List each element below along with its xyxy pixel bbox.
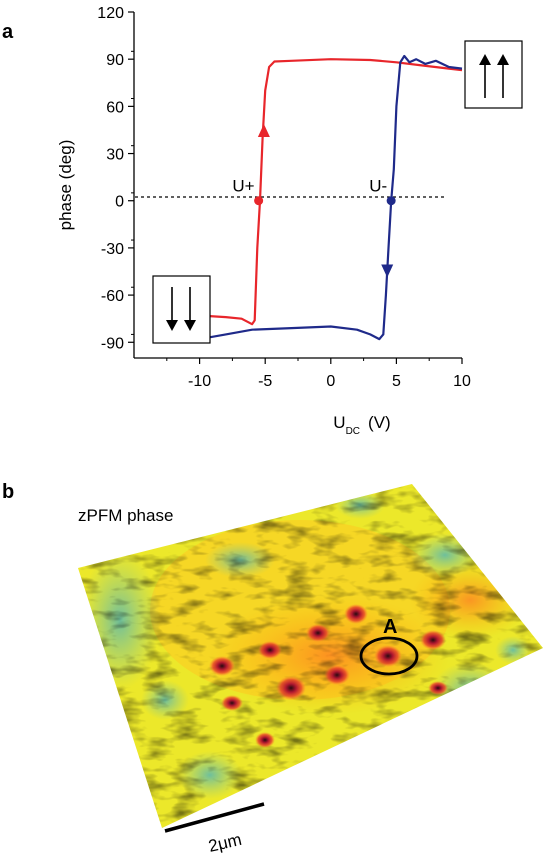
hotspots xyxy=(209,604,448,748)
series-line-1 xyxy=(199,54,463,341)
series-layer xyxy=(199,54,463,341)
crossing-point-1 xyxy=(386,196,396,206)
hysteresis-chart: 120 90 60 30 0 -30 -60 -90 -10 -5 0 5 10 U+ U- phase … xyxy=(56,5,523,437)
pfm-phase-surface: A xyxy=(78,484,543,828)
panel-a-label: a xyxy=(2,21,14,43)
annotation-layer: U+ U- xyxy=(232,177,396,206)
crossing-point-0 xyxy=(254,196,264,206)
x-tick-label: 0 xyxy=(326,373,335,390)
marker-ellipse xyxy=(359,636,419,676)
y-tick-label: 60 xyxy=(106,99,124,116)
x-tick-label: 10 xyxy=(453,373,471,390)
y-axis-label: phase (deg) xyxy=(56,140,75,231)
y-tick-label: -60 xyxy=(101,288,124,305)
direction-arrow-down xyxy=(381,264,394,278)
x-tick-label: -5 xyxy=(258,373,272,390)
x-axis-label-sub: DC xyxy=(346,426,360,437)
inset-up-arrows xyxy=(464,40,523,109)
x-tick-label: 5 xyxy=(392,373,401,390)
y-tick-label: 30 xyxy=(106,147,124,164)
marker-label: A xyxy=(383,616,397,638)
y-tick-label: 0 xyxy=(115,194,124,211)
y-tick-label: 90 xyxy=(106,52,124,69)
scale-bar-label: 2μm xyxy=(207,830,244,856)
y-tick-label: -30 xyxy=(101,241,124,258)
direction-arrow-up xyxy=(257,123,270,137)
x-axis-label-unit: (V) xyxy=(368,413,391,432)
x-axis-label-main: U xyxy=(333,413,345,432)
x-tick-label: -10 xyxy=(188,373,211,390)
y-tick-label: -90 xyxy=(101,335,124,352)
inset-down-arrows xyxy=(152,275,211,344)
crossing-label-0: U+ xyxy=(232,177,254,196)
crossing-label-1: U- xyxy=(369,177,387,196)
x-axis-label: UDC (V) xyxy=(333,413,390,437)
y-tick-label: 120 xyxy=(97,5,124,22)
map-title: zPFM phase xyxy=(78,506,173,525)
panel-b-label: b xyxy=(2,481,14,503)
